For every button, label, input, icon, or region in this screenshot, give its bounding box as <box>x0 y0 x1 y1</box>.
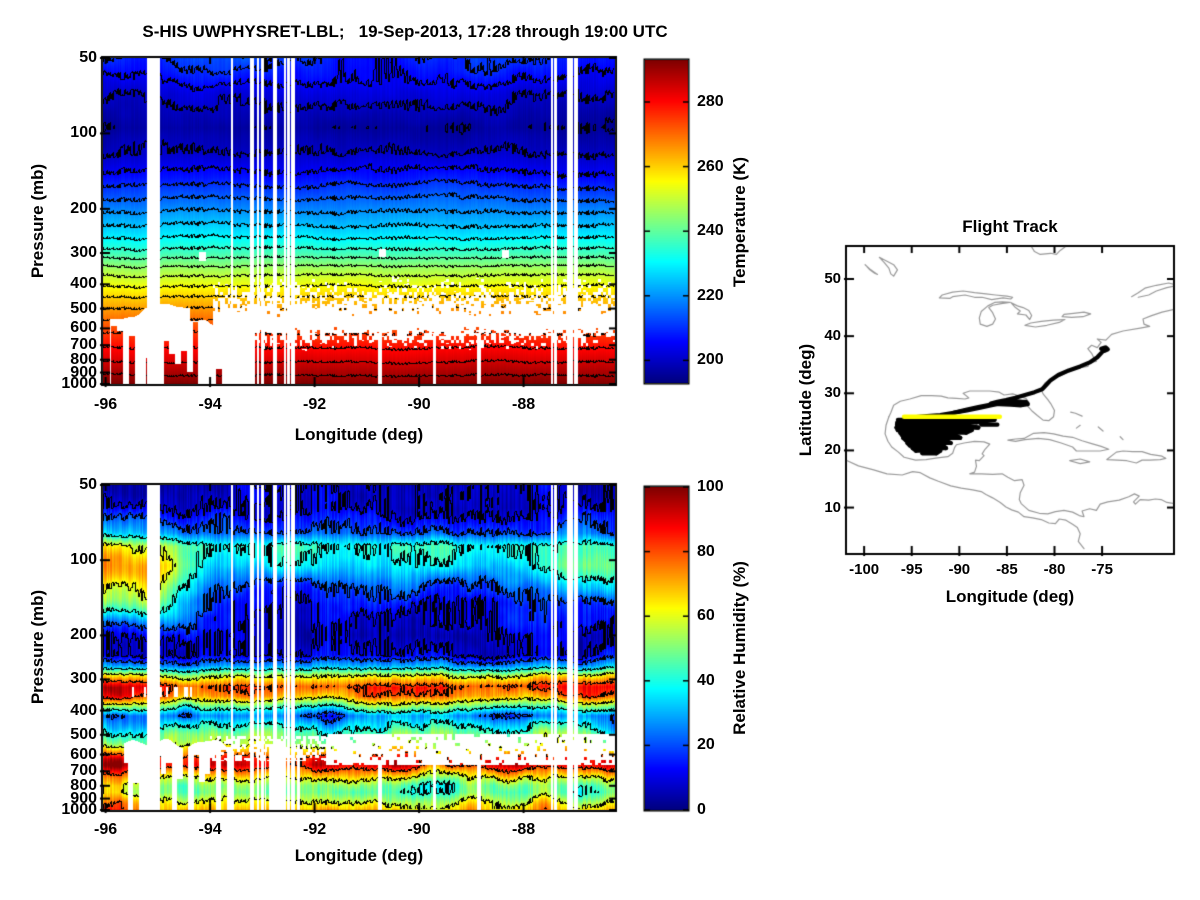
map-x-tick-label: -80 <box>1043 561 1066 578</box>
top-y-tick-label: 100 <box>70 124 97 142</box>
top-x-tick-label: -90 <box>407 396 431 413</box>
bottom-y-tick-label: 400 <box>70 701 97 719</box>
top-y-tick-label: 900 <box>70 363 97 381</box>
humidity-colorbar-tick-label: 100 <box>697 478 724 495</box>
bottom-y-tick-label: 800 <box>70 776 97 794</box>
top-xaxis-label: Longitude (deg) <box>294 425 424 444</box>
figure-title: S-HIS UWPHYSRET-LBL; 19-Sep-2013, 17:28 … <box>142 22 668 41</box>
bottom-y-tick-label: 900 <box>70 789 97 807</box>
bottom-y-tick-label: 700 <box>70 762 97 780</box>
humidity-colorbar-tick-label: 80 <box>697 542 715 560</box>
top-y-tick-label: 400 <box>70 275 97 293</box>
map-y-tick-label: 40 <box>824 327 841 345</box>
top-x-tick-label: -92 <box>303 396 327 413</box>
temperature-colorbar-tick-label: 200 <box>697 351 724 369</box>
map-xaxis-label: Longitude (deg) <box>945 587 1075 606</box>
top-y-tick-label: 700 <box>70 336 97 354</box>
top-x-tick-label: -88 <box>512 396 536 413</box>
map-y-tick-label: 10 <box>824 498 841 516</box>
temperature-colorbar-tick-label: 260 <box>697 157 724 175</box>
map-y-tick-label: 20 <box>824 441 841 459</box>
top-y-tick-label: 300 <box>70 243 97 261</box>
map-x-tick-label: -95 <box>900 561 923 578</box>
humidity-colorbar-tick-label: 40 <box>697 671 715 689</box>
top-x-tick-label: -96 <box>94 396 118 413</box>
top-y-tick-label: 200 <box>70 199 97 217</box>
bottom-y-tick-label: 1000 <box>61 801 97 818</box>
bottom-x-tick-label: -92 <box>303 821 327 838</box>
map-y-tick-label: 30 <box>824 384 841 402</box>
bottom-x-tick-label: -90 <box>407 821 431 838</box>
bottom-y-tick-label: 100 <box>70 551 97 569</box>
map-x-tick-label: -85 <box>996 561 1018 578</box>
humidity-colorbar-tick-label: 20 <box>697 736 715 754</box>
top-x-tick-label: -94 <box>198 396 222 413</box>
bottom-y-tick-label: 300 <box>70 670 97 688</box>
bottom-y-tick-label: 50 <box>79 476 97 493</box>
top-y-tick-label: 50 <box>79 49 97 66</box>
top-y-tick-label: 600 <box>70 319 97 337</box>
top-y-tick-label: 800 <box>70 350 97 368</box>
map-x-tick-label: -90 <box>948 561 971 578</box>
bottom-xaxis-label: Longitude (deg) <box>294 846 424 865</box>
flight-track-title: Flight Track <box>962 217 1058 236</box>
bottom-y-tick-label: 500 <box>70 725 97 743</box>
top-y-tick-label: 1000 <box>61 375 97 392</box>
temperature-colorbar-tick-label: 240 <box>697 222 724 240</box>
map-x-tick-label: -100 <box>849 561 880 578</box>
bottom-x-tick-label: -88 <box>512 821 536 838</box>
bottom-y-tick-label: 600 <box>70 745 97 763</box>
bottom-x-tick-label: -96 <box>94 821 118 838</box>
temperature-colorbar-tick-label: 220 <box>697 286 724 304</box>
bottom-y-tick-label: 200 <box>70 626 97 644</box>
humidity-colorbar-tick-label: 60 <box>697 607 715 625</box>
temperature-colorbar-tick-label: 280 <box>697 92 724 110</box>
bottom-x-tick-label: -94 <box>198 821 222 838</box>
map-y-tick-label: 50 <box>824 270 841 287</box>
top-y-tick-label: 500 <box>70 299 97 317</box>
map-x-tick-label: -75 <box>1091 561 1113 578</box>
humidity-colorbar-tick-label: 0 <box>697 801 706 818</box>
